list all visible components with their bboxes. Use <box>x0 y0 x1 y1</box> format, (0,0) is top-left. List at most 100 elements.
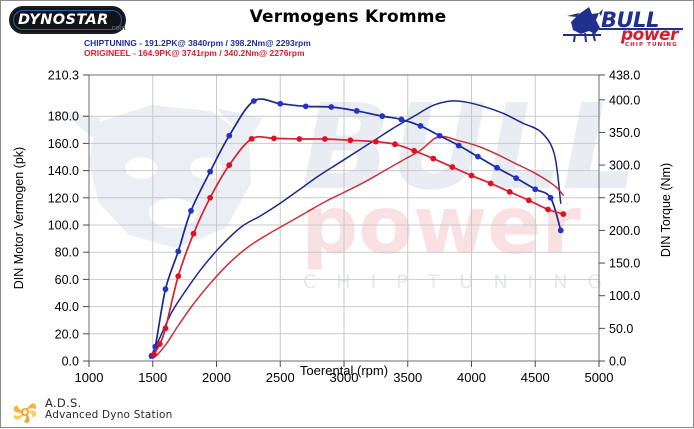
bullpower-logo-underline <box>599 27 683 30</box>
y-axis-left-title: DIN Motor Vermogen (pk) <box>12 146 26 290</box>
series-data-point <box>430 155 437 162</box>
y-right-tick-label: 350.0 <box>609 126 640 140</box>
series-data-point <box>474 153 481 160</box>
series-data-point <box>398 116 405 123</box>
series-data-point <box>162 325 169 332</box>
y-right-tick-label: 50.0 <box>609 322 633 336</box>
y-left-tick-label: 0.0 <box>62 355 79 369</box>
y-right-tick-label: 300.0 <box>609 159 640 173</box>
series-data-point <box>506 188 513 195</box>
series-power-0 <box>149 100 562 360</box>
series-data-point <box>547 194 554 201</box>
dynostar-logo-text: DYNOSTAR <box>18 11 109 28</box>
series-data-point <box>372 138 379 145</box>
series-data-point <box>347 137 354 144</box>
watermark-chiptuning-text: C H I P T U N I N G <box>303 271 609 293</box>
series-data-point <box>379 113 386 120</box>
y-left-tick-label: 60.0 <box>55 273 79 287</box>
series-data-point <box>321 136 328 142</box>
series-data-point <box>455 142 462 149</box>
series-data-point <box>411 147 418 154</box>
y-right-tick-label: 200.0 <box>609 224 640 238</box>
ads-pinwheel-logo-icon <box>13 403 37 423</box>
dynostar-logo-ring <box>13 10 122 30</box>
chart-footer: A.D.S. Advanced Dyno Station <box>1 395 694 429</box>
series-line <box>149 100 562 360</box>
y-left-tick-label: 40.0 <box>55 300 79 314</box>
dynostar-logo: DYNOSTAR .com <box>9 6 137 36</box>
y-right-tick-label: 438.0 <box>609 69 640 83</box>
x-tick-label: 1500 <box>138 370 167 385</box>
series-data-point <box>532 186 539 193</box>
series-data-point <box>162 286 169 293</box>
series-data-point <box>487 180 494 187</box>
series-data-point <box>277 100 284 107</box>
y-left-tick-label: 120.0 <box>48 191 79 205</box>
dynostar-logo-suffix: .com <box>110 25 126 32</box>
series-data-point <box>270 135 277 142</box>
x-tick-label: 3000 <box>330 370 359 385</box>
bullpower-logo-power: power <box>621 25 678 45</box>
watermark: BULL power C H I P T U N I N G <box>61 78 637 293</box>
series-data-point <box>557 227 564 234</box>
series-data-point <box>190 230 197 237</box>
series-power-1 <box>152 135 565 360</box>
y-left-tick-label: 180.0 <box>48 110 79 124</box>
x-tick-label: 3500 <box>393 370 422 385</box>
bull-silhouette-icon <box>563 7 603 43</box>
ads-title: A.D.S. <box>45 396 82 410</box>
series-data-point <box>188 207 194 214</box>
x-tick-label: 1000 <box>75 370 104 385</box>
series-data-point <box>250 98 257 104</box>
series-data-point <box>417 123 424 129</box>
y-left-tick-label: 140.0 <box>48 164 79 178</box>
y-left-tick-label: 20.0 <box>55 327 79 341</box>
y-left-tick-label: 160.0 <box>48 137 79 151</box>
series-data-point <box>328 104 335 110</box>
series-data-point <box>494 164 500 171</box>
watermark-bull-head-icon <box>61 105 263 248</box>
chart-header: DYNOSTAR .com Vermogens Kromme BULL powe… <box>1 1 694 63</box>
chart-canvas: BULL power C H I P T U N I N G 1000 1500 2… <box>48 69 641 386</box>
series-data-point <box>156 341 163 347</box>
x-tick-label: 2000 <box>202 370 231 385</box>
series-torque-2 <box>148 98 564 359</box>
series-data-point <box>152 343 159 350</box>
chart-tick-labels: 1000 1500 2000 2500 3000 3500 4000 4500 5000 0.0 2… <box>48 69 641 386</box>
y-right-tick-label: 100.0 <box>609 289 640 303</box>
watermark-bull-text: BULL <box>301 78 637 216</box>
series-data-point <box>226 132 233 139</box>
series-line <box>152 135 565 360</box>
series-data-point <box>207 194 214 201</box>
series-data-point <box>296 136 303 142</box>
plot-area: BULL power C H I P T U N I N G 1000 1500 2… <box>1 63 694 395</box>
page-title: Vermogens Kromme <box>249 7 447 27</box>
series-data-point <box>392 141 398 148</box>
series-data-point <box>545 206 551 213</box>
series-data-point <box>436 132 443 139</box>
y-right-tick-label: 150.0 <box>609 257 640 271</box>
series-data-point <box>525 197 532 204</box>
series-data-point <box>513 175 520 182</box>
bullpower-logo: BULL power CHIP TUNING <box>559 4 685 49</box>
chart-legend: CHIPTUNING - 191.2PK@ 3840rpm / 398.2Nm@… <box>84 38 311 58</box>
series-data-point <box>302 103 309 110</box>
x-tick-label: 4500 <box>521 370 550 385</box>
legend-item-origineel: ORIGINEEL - 164.9PK@ 3741rpm / 340.2Nm@ … <box>84 48 305 58</box>
x-tick-label: 2500 <box>266 370 295 385</box>
series-data-point <box>151 351 157 358</box>
ads-subtitle: Advanced Dyno Station <box>45 409 173 421</box>
series-data-point <box>175 273 182 280</box>
y-right-tick-label: 250.0 <box>609 191 640 205</box>
x-tick-label: 4000 <box>457 370 486 385</box>
series-data-point <box>468 172 475 179</box>
series-data-point <box>207 168 214 175</box>
series-data-point <box>226 162 233 169</box>
series-data-point <box>353 108 360 114</box>
series-data-point <box>175 248 182 255</box>
y-left-tick-label: 100.0 <box>48 219 79 233</box>
x-tick-label: 5000 <box>585 370 614 385</box>
chart-ticks <box>83 74 605 367</box>
y-left-tick-label: 80.0 <box>55 246 79 260</box>
